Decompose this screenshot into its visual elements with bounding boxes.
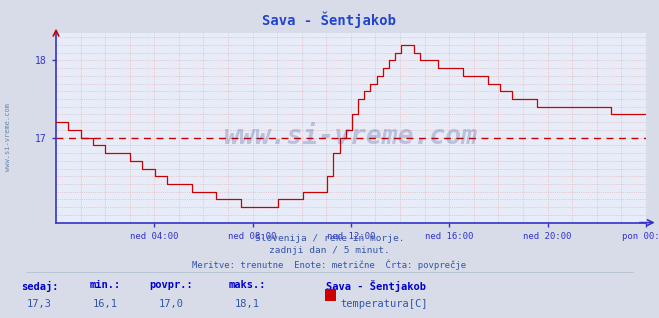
Text: Sava - Šentjakob: Sava - Šentjakob — [262, 11, 397, 28]
Text: povpr.:: povpr.: — [150, 280, 193, 290]
Text: maks.:: maks.: — [229, 280, 266, 290]
Text: min.:: min.: — [90, 280, 121, 290]
Text: sedaj:: sedaj: — [21, 280, 58, 292]
Text: 16,1: 16,1 — [93, 299, 118, 309]
Text: Sava - Šentjakob: Sava - Šentjakob — [326, 280, 426, 293]
Text: 17,3: 17,3 — [27, 299, 52, 309]
Text: zadnji dan / 5 minut.: zadnji dan / 5 minut. — [269, 246, 390, 255]
Text: Slovenija / reke in morje.: Slovenija / reke in morje. — [255, 234, 404, 243]
Text: temperatura[C]: temperatura[C] — [340, 299, 428, 309]
Text: 17,0: 17,0 — [159, 299, 184, 309]
Text: Meritve: trenutne  Enote: metrične  Črta: povprečje: Meritve: trenutne Enote: metrične Črta: … — [192, 259, 467, 270]
Text: 18,1: 18,1 — [235, 299, 260, 309]
Text: www.si-vreme.com: www.si-vreme.com — [224, 124, 478, 150]
Text: www.si-vreme.com: www.si-vreme.com — [5, 103, 11, 171]
